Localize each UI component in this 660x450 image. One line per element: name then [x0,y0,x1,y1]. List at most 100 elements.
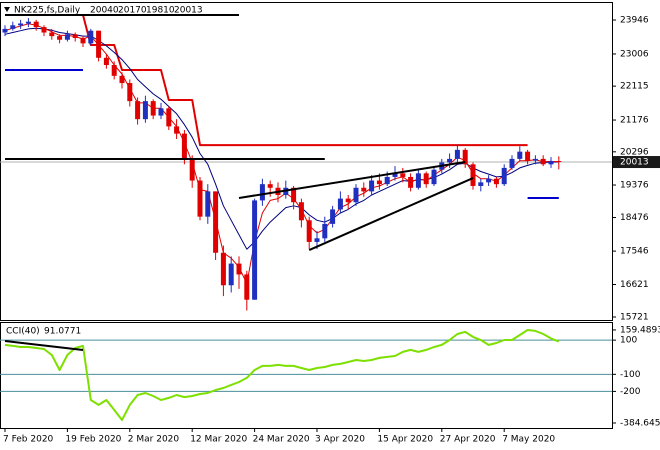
candle-body [462,149,468,165]
y-tick-label: 22115 [620,82,649,92]
candle-body [111,65,117,76]
candle-body [18,23,24,26]
y-tick-label: 17546 [620,247,649,257]
indicator-line [5,14,528,147]
header-high: 20170 [118,6,147,16]
header-open: 20040 [90,6,119,16]
cci-panel-frame [0,322,613,429]
candle-body [353,187,359,203]
y-tick-label: 20296 [620,147,649,157]
candle-body [415,173,421,188]
candle-body [291,187,297,203]
candle-body [197,180,203,217]
x-tick-label: 19 Feb 2020 [65,435,121,445]
candle-body [49,32,55,37]
y-tick-label: -200 [620,387,641,397]
candle-body [259,184,265,201]
candle-body [25,21,31,24]
cci-line [4,329,560,421]
candle-body [337,198,343,210]
candle-body [88,30,94,44]
candle-body [205,191,211,217]
x-tick-label: 2 Mar 2020 [128,435,180,445]
candle-body [408,176,414,188]
candle-body [103,57,109,66]
candle-body [361,187,367,192]
candle-body [314,238,320,242]
drawn-line [308,177,474,251]
candle-body [33,21,39,28]
candle-body [298,202,304,221]
x-tick-label: 12 Mar 2020 [190,435,247,445]
symbol-icon [4,7,10,12]
x-tick-label: 7 May 2020 [502,435,555,445]
y-tick-label: -384.6458 [620,418,660,428]
candle-body [400,173,406,177]
candle-body [306,220,312,242]
drawn-line [238,161,466,199]
candle-body [532,158,538,161]
current-price-label: 20013 [620,158,649,168]
cci-title: CCI(40) [6,327,40,337]
candle-body [41,27,47,33]
candle-body [330,209,336,224]
candle-body [10,25,16,29]
y-tick-label: 19376 [620,181,649,191]
candle-body [548,161,554,165]
x-tick-label: 27 Apr 2020 [440,435,496,445]
y-tick-label: 23946 [620,16,649,26]
drawn-line [4,339,84,351]
candle-body [174,126,180,134]
x-tick-label: 24 Mar 2020 [253,435,310,445]
x-tick-label: 15 Apr 2020 [377,435,433,445]
candle-body [384,176,390,185]
header-low: 19810 [146,6,175,16]
candle-body [96,30,102,58]
y-tick-label: 16621 [620,280,649,290]
candle-body [345,198,351,203]
candle-body [181,133,187,159]
candle-body [470,164,476,186]
candle-body [454,149,460,159]
candle-body [478,182,484,186]
candle-body [236,263,242,275]
candle-body [517,151,523,159]
candle-body [244,274,250,300]
candle-body [64,34,70,40]
candle-body [431,169,437,185]
candle-body [493,178,499,185]
candle-body [2,28,8,33]
candle-body [228,263,234,286]
candle-body [447,158,453,163]
candle-body [369,180,375,192]
candle-body [267,184,273,188]
candle-body [423,173,429,185]
candle-body [80,37,86,44]
candle-body [501,167,507,185]
candle-body [119,75,125,84]
candle-body [150,101,156,116]
candle-body [252,200,258,300]
y-tick-label: -100 [620,370,641,380]
current-price-box [613,156,660,169]
candle-body [486,178,492,183]
candle-body [72,34,78,38]
chart-title: NK225,fs,Daily [14,6,81,16]
candle-body [392,173,398,177]
candle-body [135,101,141,120]
candle-body [509,158,515,168]
x-tick-label: 3 Apr 2020 [315,435,365,445]
candle-body [525,151,531,161]
y-tick-label: 15721 [620,313,649,323]
y-tick-label: 100 [620,336,637,346]
main-panel-frame [0,2,613,321]
candle-body [220,252,226,286]
candle-body [142,101,148,120]
candle-body [166,108,172,127]
candle-body [540,158,546,165]
candle-body [127,83,133,102]
y-tick-label: 159.4893 [620,325,660,335]
candle-body [376,180,382,185]
